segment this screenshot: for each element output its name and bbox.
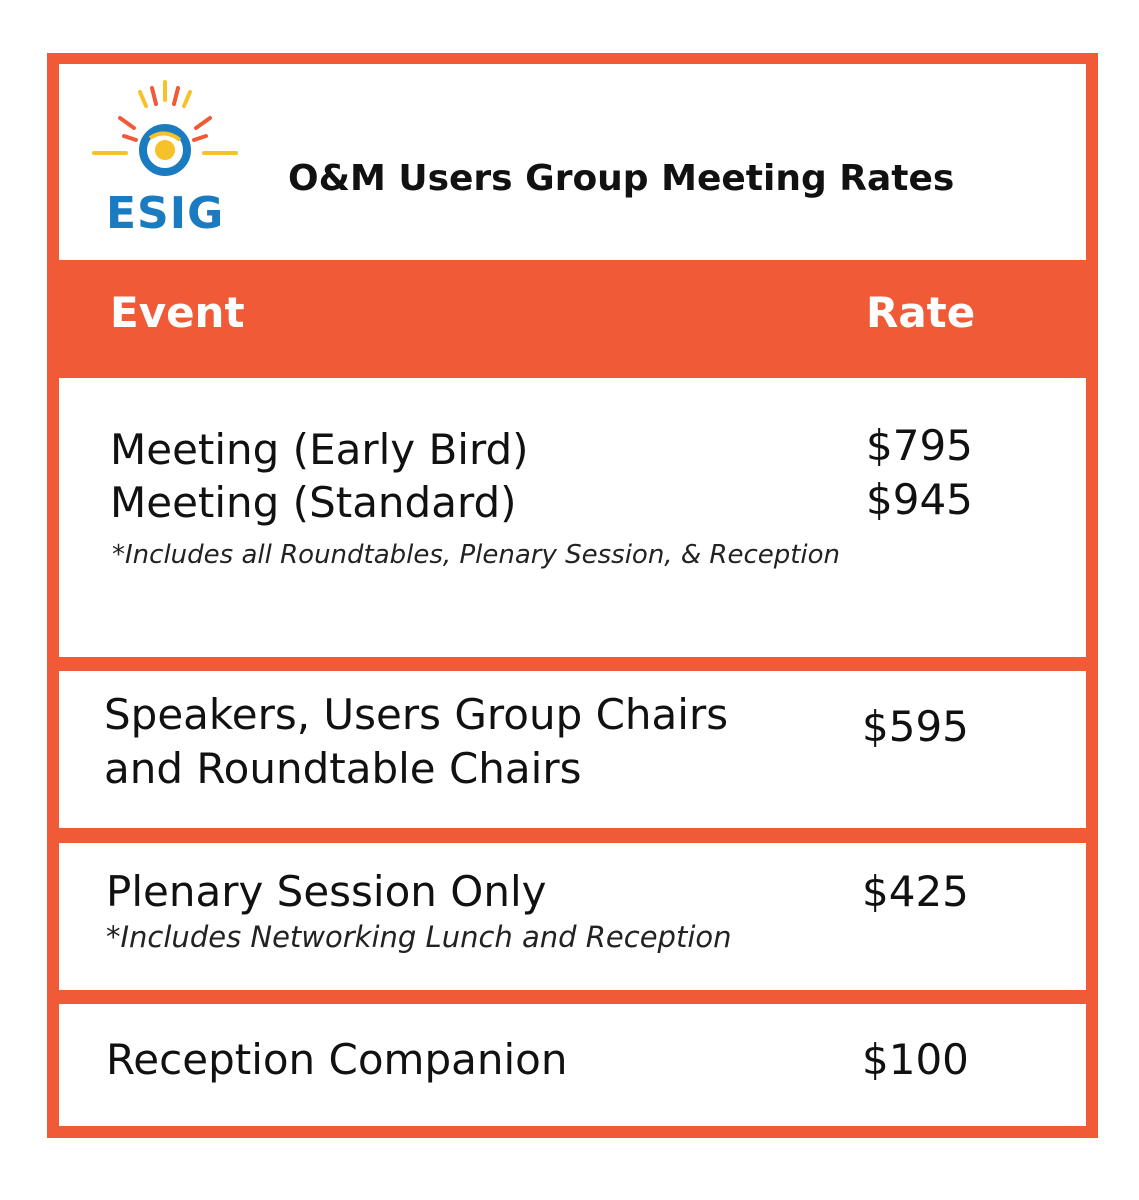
logo-text: ESIG (106, 188, 225, 239)
event-label: Plenary Session Only (106, 867, 547, 916)
event-note: *Includes all Roundtables, Plenary Sessi… (112, 540, 841, 570)
column-header-bar (59, 260, 1086, 378)
event-label: and Roundtable Chairs (104, 744, 582, 793)
rate-value: $795 (866, 421, 973, 470)
header-panel (59, 64, 1086, 260)
event-label: Meeting (Early Bird) (110, 425, 529, 474)
rate-value: $100 (862, 1035, 969, 1084)
rate-value: $595 (862, 702, 969, 751)
rate-value: $425 (862, 867, 969, 916)
event-note: *Includes Networking Lunch and Reception (106, 920, 732, 954)
event-label: Speakers, Users Group Chairs (104, 690, 729, 739)
column-header-event: Event (110, 288, 245, 337)
esig-sun-logo-icon (92, 80, 238, 176)
table-row (59, 378, 1086, 657)
rate-value: $945 (866, 475, 973, 524)
table-row (59, 843, 1086, 990)
event-label: Meeting (Standard) (110, 478, 517, 527)
column-header-rate: Rate (866, 288, 976, 337)
event-label: Reception Companion (106, 1035, 568, 1084)
table-row (59, 1004, 1086, 1126)
table-row (59, 671, 1086, 828)
page-title: O&M Users Group Meeting Rates (288, 158, 955, 199)
